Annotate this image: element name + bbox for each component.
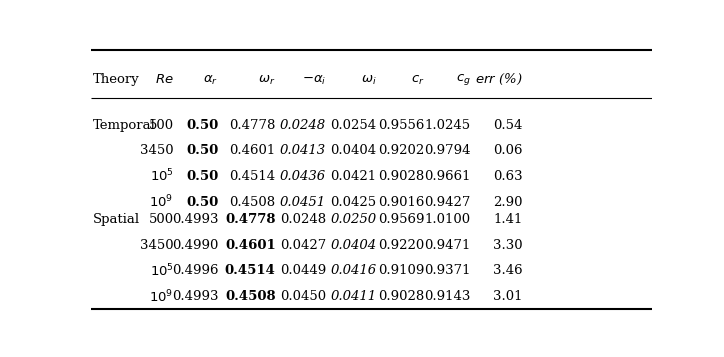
Text: 0.4993: 0.4993 bbox=[172, 213, 219, 226]
Text: 1.0100: 1.0100 bbox=[425, 213, 471, 226]
Text: 0.9569: 0.9569 bbox=[378, 213, 424, 226]
Text: 3450: 3450 bbox=[140, 144, 174, 157]
Text: 2.90: 2.90 bbox=[493, 196, 523, 208]
Text: 0.9794: 0.9794 bbox=[424, 144, 471, 157]
Text: 0.9371: 0.9371 bbox=[424, 265, 471, 277]
Text: 1.0245: 1.0245 bbox=[425, 119, 471, 132]
Text: 0.4514: 0.4514 bbox=[230, 170, 276, 183]
Text: $10^5$: $10^5$ bbox=[150, 263, 174, 279]
Text: $-\alpha_i$: $-\alpha_i$ bbox=[302, 74, 326, 86]
Text: 0.4778: 0.4778 bbox=[230, 119, 276, 132]
Text: 0.9143: 0.9143 bbox=[424, 290, 471, 303]
Text: 500: 500 bbox=[148, 119, 174, 132]
Text: 0.9109: 0.9109 bbox=[378, 265, 424, 277]
Text: 0.4990: 0.4990 bbox=[172, 239, 219, 252]
Text: 0.50: 0.50 bbox=[186, 119, 219, 132]
Text: 0.9556: 0.9556 bbox=[378, 119, 424, 132]
Text: 0.50: 0.50 bbox=[186, 196, 219, 208]
Text: $c_g$: $c_g$ bbox=[456, 72, 471, 87]
Text: 0.0411: 0.0411 bbox=[331, 290, 376, 303]
Text: Theory: Theory bbox=[93, 74, 140, 86]
Text: 0.4993: 0.4993 bbox=[172, 290, 219, 303]
Text: 0.9427: 0.9427 bbox=[424, 196, 471, 208]
Text: 0.9016: 0.9016 bbox=[378, 196, 424, 208]
Text: 0.50: 0.50 bbox=[186, 144, 219, 157]
Text: $\omega_r$: $\omega_r$ bbox=[258, 74, 276, 86]
Text: $\omega_i$: $\omega_i$ bbox=[361, 74, 376, 86]
Text: 3450: 3450 bbox=[140, 239, 174, 252]
Text: $10^9$: $10^9$ bbox=[149, 194, 174, 210]
Text: 0.0450: 0.0450 bbox=[280, 290, 326, 303]
Text: 0.0254: 0.0254 bbox=[331, 119, 376, 132]
Text: $err$ (%): $err$ (%) bbox=[475, 72, 523, 87]
Text: $c_r$: $c_r$ bbox=[411, 74, 424, 86]
Text: $\alpha_r$: $\alpha_r$ bbox=[203, 74, 219, 86]
Text: 0.0421: 0.0421 bbox=[331, 170, 376, 183]
Text: 0.0451: 0.0451 bbox=[280, 196, 326, 208]
Text: $Re$: $Re$ bbox=[155, 74, 174, 86]
Text: 0.63: 0.63 bbox=[493, 170, 523, 183]
Text: 0.9661: 0.9661 bbox=[424, 170, 471, 183]
Text: 0.0248: 0.0248 bbox=[280, 213, 326, 226]
Text: 3.30: 3.30 bbox=[493, 239, 523, 252]
Text: 3.46: 3.46 bbox=[493, 265, 523, 277]
Text: $10^9$: $10^9$ bbox=[149, 288, 174, 305]
Text: 0.9220: 0.9220 bbox=[378, 239, 424, 252]
Text: 0.4508: 0.4508 bbox=[230, 196, 276, 208]
Text: 0.0436: 0.0436 bbox=[280, 170, 326, 183]
Text: 0.50: 0.50 bbox=[186, 170, 219, 183]
Text: 0.0404: 0.0404 bbox=[331, 144, 376, 157]
Text: 0.0416: 0.0416 bbox=[331, 265, 376, 277]
Text: 0.9028: 0.9028 bbox=[378, 290, 424, 303]
Text: Spatial: Spatial bbox=[93, 213, 140, 226]
Text: $10^5$: $10^5$ bbox=[150, 168, 174, 185]
Text: 0.4996: 0.4996 bbox=[172, 265, 219, 277]
Text: 0.4601: 0.4601 bbox=[230, 144, 276, 157]
Text: 0.4601: 0.4601 bbox=[225, 239, 276, 252]
Text: 0.0449: 0.0449 bbox=[280, 265, 326, 277]
Text: 0.0425: 0.0425 bbox=[331, 196, 376, 208]
Text: 0.0427: 0.0427 bbox=[280, 239, 326, 252]
Text: 0.0404: 0.0404 bbox=[331, 239, 376, 252]
Text: 0.9028: 0.9028 bbox=[378, 170, 424, 183]
Text: 3.01: 3.01 bbox=[493, 290, 523, 303]
Text: 0.0250: 0.0250 bbox=[331, 213, 376, 226]
Text: 500: 500 bbox=[148, 213, 174, 226]
Text: Temporal: Temporal bbox=[93, 119, 156, 132]
Text: 1.41: 1.41 bbox=[493, 213, 523, 226]
Text: 0.9202: 0.9202 bbox=[378, 144, 424, 157]
Text: 0.0413: 0.0413 bbox=[280, 144, 326, 157]
Text: 0.4514: 0.4514 bbox=[224, 265, 276, 277]
Text: 0.06: 0.06 bbox=[493, 144, 523, 157]
Text: 0.54: 0.54 bbox=[493, 119, 523, 132]
Text: 0.9471: 0.9471 bbox=[424, 239, 471, 252]
Text: 0.0248: 0.0248 bbox=[280, 119, 326, 132]
Text: 0.4508: 0.4508 bbox=[225, 290, 276, 303]
Text: 0.4778: 0.4778 bbox=[225, 213, 276, 226]
